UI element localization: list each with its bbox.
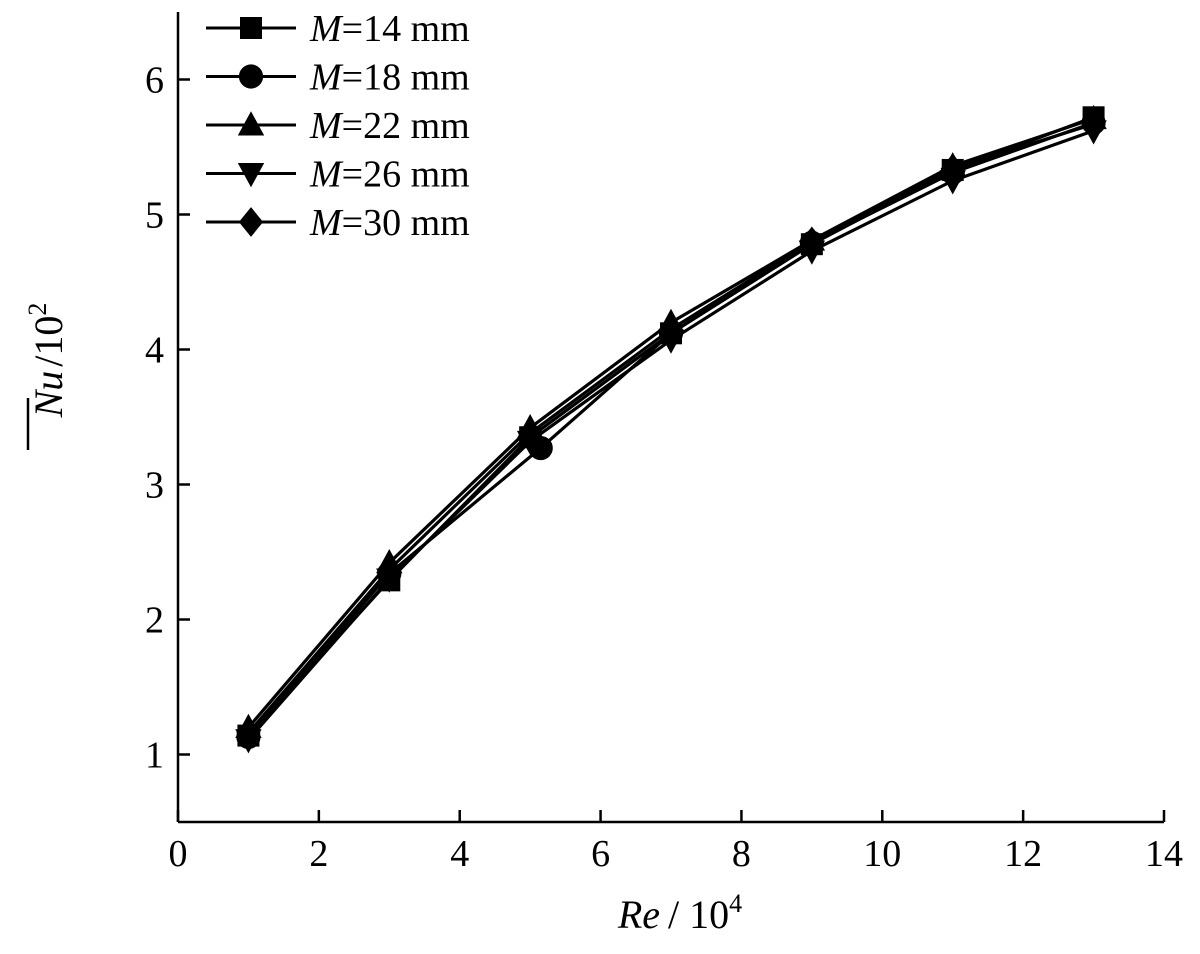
legend-marker-square bbox=[240, 17, 262, 39]
x-tick-label: 10 bbox=[863, 833, 901, 875]
x-axis-unit: / 10 bbox=[668, 892, 729, 937]
y-axis-exponent: 2 bbox=[23, 303, 52, 316]
data-point-diamond bbox=[940, 153, 965, 184]
y-axis-unit: /10 bbox=[26, 316, 71, 367]
series-5 bbox=[236, 109, 1106, 748]
x-axis-label: Re/ 104 bbox=[617, 889, 742, 937]
legend-marker-triangle-down bbox=[237, 163, 265, 188]
y-axis-label-group: Nu/102 bbox=[23, 303, 71, 450]
y-tick-label: 4 bbox=[145, 330, 164, 372]
x-tick-label: 6 bbox=[591, 833, 610, 875]
legend-label: M=14 mm bbox=[309, 8, 470, 50]
y-axis-variable: Nu bbox=[26, 371, 71, 419]
data-point-diamond bbox=[236, 718, 261, 748]
legend-label: M=30 mm bbox=[309, 202, 470, 244]
x-tick-label: 2 bbox=[309, 833, 328, 875]
data-point-diamond bbox=[518, 418, 543, 449]
axes bbox=[176, 12, 1164, 824]
legend-label-value: =22 mm bbox=[342, 105, 470, 147]
legend-entry-4: M=26 mm bbox=[206, 154, 470, 196]
legend-marker-circle bbox=[238, 64, 264, 89]
legend-label-variable: M bbox=[309, 154, 344, 196]
y-axis-label: Nu/102 bbox=[23, 303, 71, 419]
legend-label: M=26 mm bbox=[309, 154, 470, 196]
data-point-diamond bbox=[377, 554, 402, 585]
legend-entry-5: M=30 mm bbox=[206, 202, 470, 244]
x-axis-exponent: 4 bbox=[729, 889, 742, 918]
y-tick-label: 1 bbox=[145, 735, 164, 777]
y-tick-label: 3 bbox=[145, 465, 164, 507]
series-3 bbox=[235, 104, 1107, 738]
legend-label-variable: M bbox=[309, 8, 344, 50]
x-tick-label: 8 bbox=[732, 833, 751, 875]
legend-label: M=22 mm bbox=[309, 105, 470, 147]
legend-entry-2: M=18 mm bbox=[206, 57, 470, 99]
data-point-diamond bbox=[1081, 109, 1106, 139]
legend-entry-3: M=22 mm bbox=[206, 105, 470, 147]
legend-marker-diamond bbox=[238, 207, 264, 237]
x-axis-variable: Re bbox=[617, 892, 660, 937]
x-tick-label: 12 bbox=[1004, 833, 1042, 875]
x-tick-label: 4 bbox=[450, 833, 469, 875]
legend-label-variable: M bbox=[309, 57, 344, 99]
x-tick-label: 0 bbox=[169, 833, 188, 875]
legend-label-value: =30 mm bbox=[342, 202, 470, 244]
legend: M=14 mmM=18 mmM=22 mmM=26 mmM=30 mm bbox=[206, 8, 470, 244]
legend-label-value: =18 mm bbox=[342, 57, 470, 99]
x-tick-label: 14 bbox=[1145, 833, 1183, 875]
y-tick-label: 2 bbox=[145, 600, 164, 642]
y-tick-label: 6 bbox=[145, 60, 164, 102]
plot-area bbox=[235, 104, 1107, 754]
legend-entry-1: M=14 mm bbox=[206, 8, 470, 50]
data-point-diamond bbox=[658, 314, 684, 345]
data-point-diamond bbox=[799, 226, 824, 257]
legend-label-value: =26 mm bbox=[342, 154, 470, 196]
legend-label: M=18 mm bbox=[309, 57, 470, 99]
legend-label-variable: M bbox=[309, 202, 344, 244]
legend-marker-triangle-up bbox=[237, 111, 265, 136]
legend-label-variable: M bbox=[309, 105, 344, 147]
y-tick-label: 5 bbox=[145, 195, 164, 237]
legend-label-value: =14 mm bbox=[342, 8, 470, 50]
